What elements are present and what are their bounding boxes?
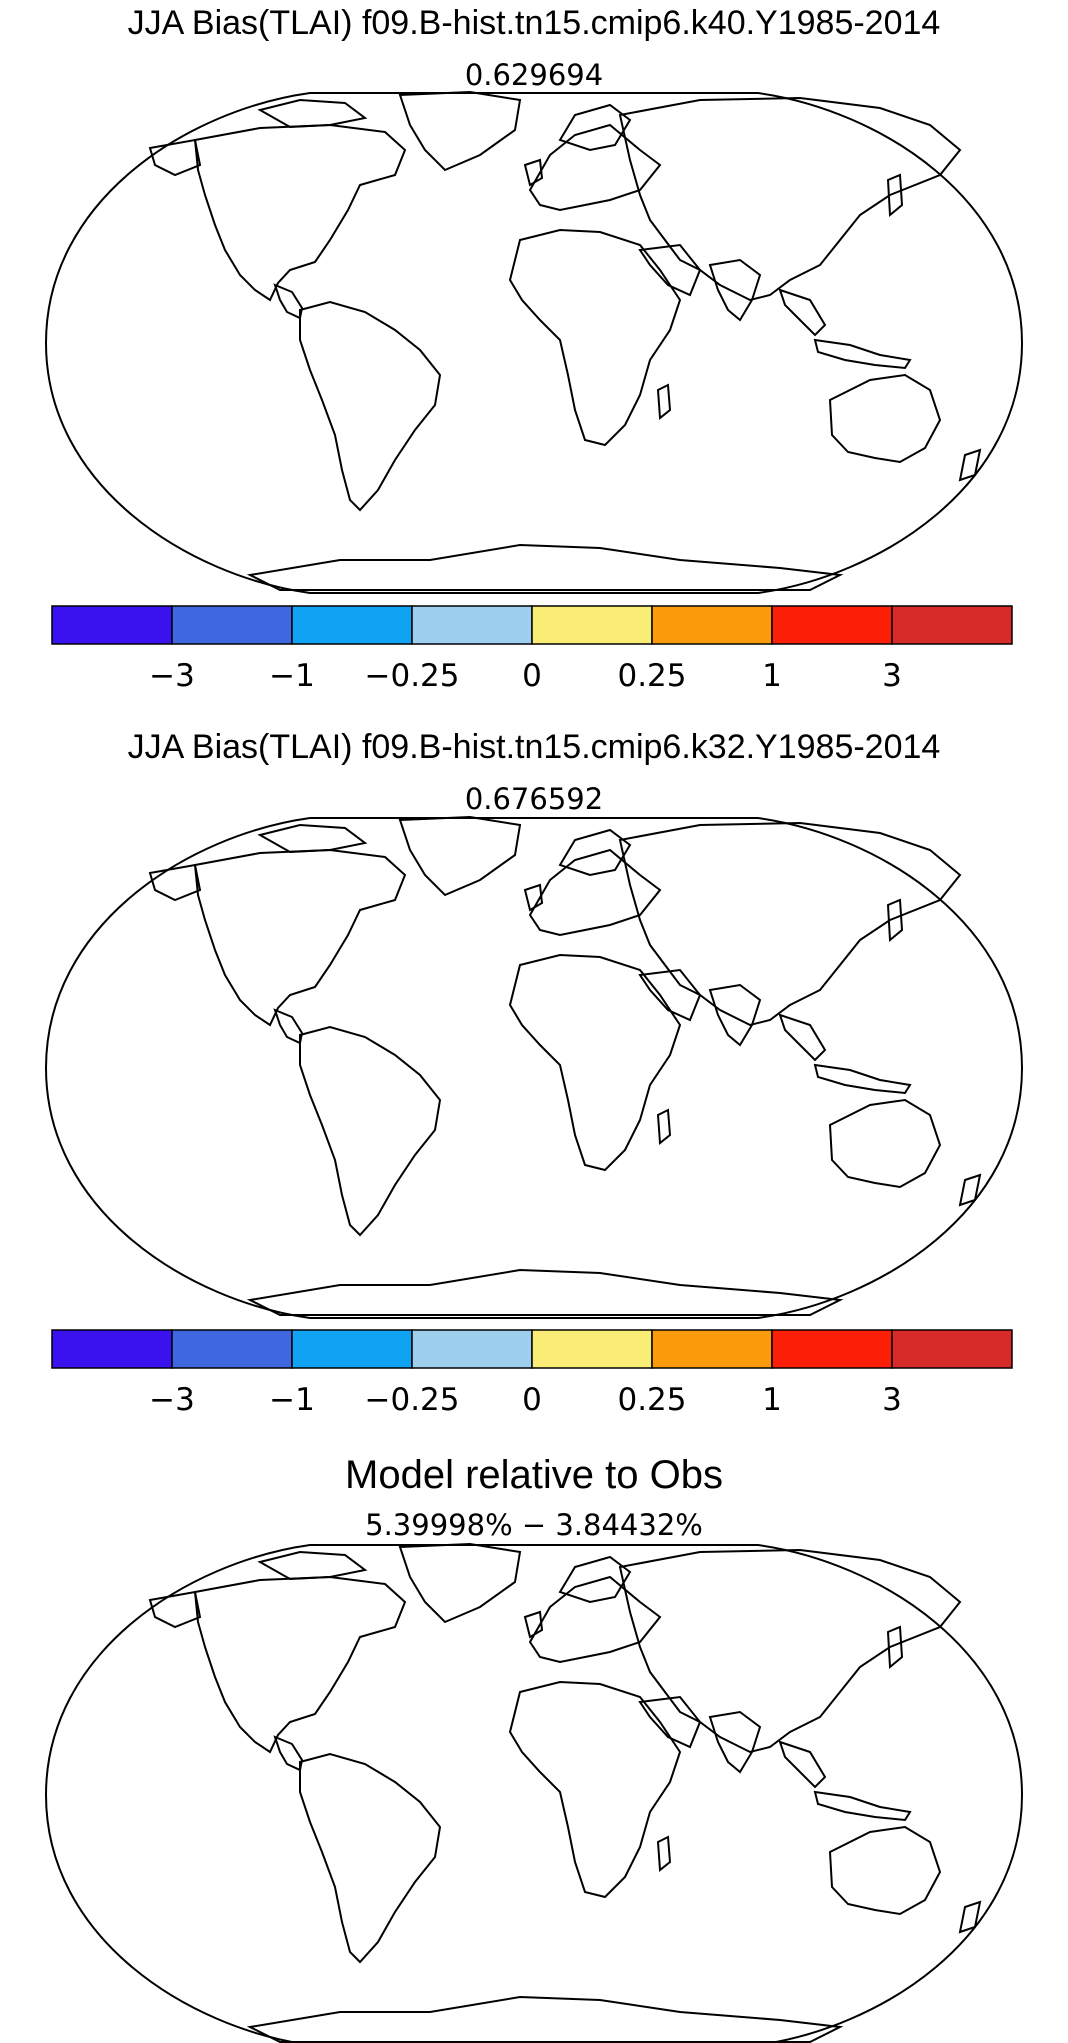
colorbar-tick-label: −1 — [269, 658, 315, 694]
colorbar-tick-label: −3 — [149, 658, 195, 694]
colorbar-tick-label: −0.25 — [365, 658, 460, 694]
colorbar-swatch — [51, 1329, 173, 1369]
panel-subtitle: 0.676592 — [465, 782, 603, 816]
colorbar-swatch — [411, 1329, 533, 1369]
bias-field — [150, 817, 980, 1315]
colorbar-swatch — [651, 605, 773, 645]
colorbar-tick-label: −0.25 — [365, 1382, 460, 1418]
colorbar-swatch — [651, 1329, 773, 1369]
colorbar-tick-label: −3 — [149, 1382, 195, 1418]
colorbar-swatch — [291, 605, 413, 645]
colorbar-tick-label: 3 — [882, 1382, 902, 1418]
colorbar-tick-label: 0 — [522, 1382, 542, 1418]
coastlines — [149, 816, 981, 1316]
colorbar-swatch — [171, 1329, 293, 1369]
panel-title: JJA Bias(TLAI) f09.B-hist.tn15.cmip6.k40… — [128, 4, 941, 42]
panel-model-vs-obs: Model relative to Obs 5.39998% − 3.84432… — [45, 1453, 1023, 2043]
colorbar: −3 −1 −0.25 0 0.25 1 3 — [51, 605, 1013, 694]
colorbar: −3 −1 −0.25 0 0.25 1 3 — [51, 1329, 1013, 1418]
panel-k40: JJA Bias(TLAI) f09.B-hist.tn15.cmip6.k40… — [45, 4, 1023, 694]
world-map — [45, 91, 1023, 594]
colorbar-tick-label: −1 — [269, 1382, 315, 1418]
world-map — [45, 1543, 1023, 2043]
colorbar-swatch — [771, 1329, 893, 1369]
coastlines — [149, 91, 981, 591]
colorbar-tick-label: 1 — [762, 658, 782, 694]
panel-title: JJA Bias(TLAI) f09.B-hist.tn15.cmip6.k32… — [128, 728, 941, 766]
colorbar-tick-label: 1 — [762, 1382, 782, 1418]
colorbar-tick-label: 0 — [522, 658, 542, 694]
colorbar-swatch — [891, 1329, 1013, 1369]
colorbar-swatch — [171, 605, 293, 645]
colorbar-tick-label: 3 — [882, 658, 902, 694]
colorbar-tick-label: 0.25 — [617, 658, 686, 694]
colorbar-swatch — [411, 605, 533, 645]
world-map — [45, 816, 1023, 1319]
bias-field — [150, 92, 980, 590]
colorbar-tick-label: 0.25 — [617, 1382, 686, 1418]
colorbar-swatch — [531, 1329, 653, 1369]
panel-k32: JJA Bias(TLAI) f09.B-hist.tn15.cmip6.k32… — [45, 728, 1023, 1418]
panel-subtitle: 5.39998% − 3.84432% — [365, 1508, 703, 1542]
colorbar-swatch — [291, 1329, 413, 1369]
colorbar-swatch — [531, 605, 653, 645]
panel-title: Model relative to Obs — [345, 1453, 723, 1497]
panel-subtitle: 0.629694 — [465, 58, 603, 92]
colorbar-swatch — [891, 605, 1013, 645]
colorbar-swatch — [771, 605, 893, 645]
colorbar-swatch — [51, 605, 173, 645]
coastlines — [149, 1543, 981, 2043]
